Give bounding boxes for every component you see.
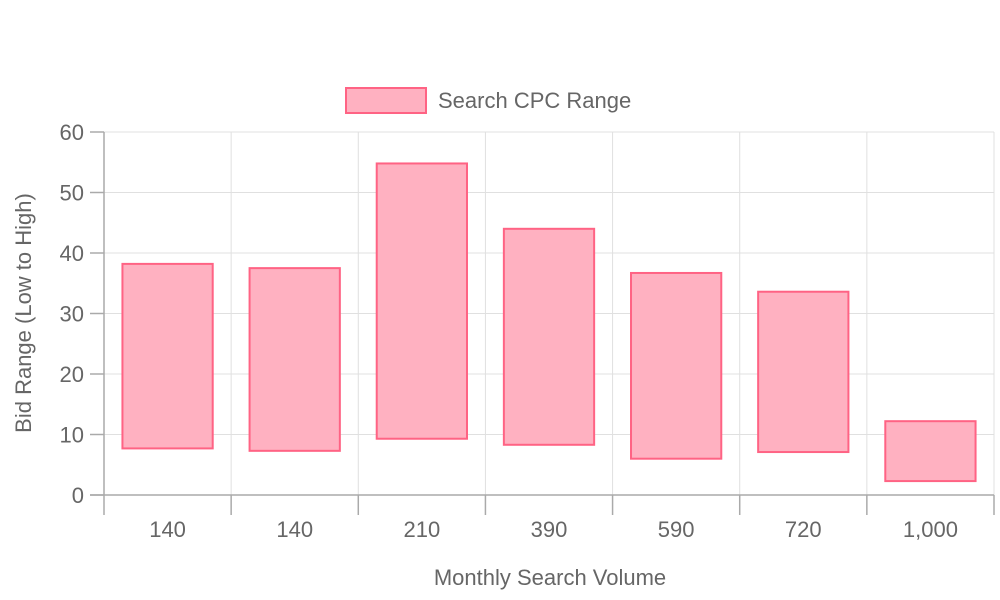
y-tick-label: 30 bbox=[60, 302, 84, 327]
x-tick-label: 590 bbox=[658, 517, 695, 542]
range-bar[interactable] bbox=[884, 420, 977, 483]
y-tick-label: 40 bbox=[60, 241, 84, 266]
legend[interactable]: Search CPC Range bbox=[345, 87, 631, 114]
x-tick-label: 1,000 bbox=[903, 517, 958, 542]
y-tick-label: 10 bbox=[60, 423, 84, 448]
y-tick-label: 0 bbox=[72, 483, 84, 508]
range-bar[interactable] bbox=[121, 262, 214, 450]
range-bar[interactable] bbox=[630, 271, 723, 460]
range-bar[interactable] bbox=[375, 162, 468, 440]
range-bar[interactable] bbox=[248, 267, 341, 452]
axes: 0 10 20 30 40 50 60 140 140 210 390 590 720 1,000 bbox=[60, 120, 995, 542]
y-tick-label: 60 bbox=[60, 120, 84, 145]
bars bbox=[121, 162, 977, 483]
legend-label: Search CPC Range bbox=[438, 88, 631, 113]
x-tick-label: 140 bbox=[276, 517, 313, 542]
y-tick-label: 20 bbox=[60, 362, 84, 387]
range-bar[interactable] bbox=[757, 290, 850, 454]
y-tick-label: 50 bbox=[60, 181, 84, 206]
x-tick-label: 210 bbox=[403, 517, 440, 542]
x-axis-title: Monthly Search Volume bbox=[434, 565, 666, 590]
x-tick-label: 720 bbox=[785, 517, 822, 542]
y-axis-title: Bid Range (Low to High) bbox=[11, 193, 36, 433]
range-bar[interactable] bbox=[502, 227, 596, 446]
x-tick-label: 140 bbox=[149, 517, 186, 542]
legend-swatch[interactable] bbox=[345, 87, 427, 114]
x-tick-label: 390 bbox=[531, 517, 568, 542]
